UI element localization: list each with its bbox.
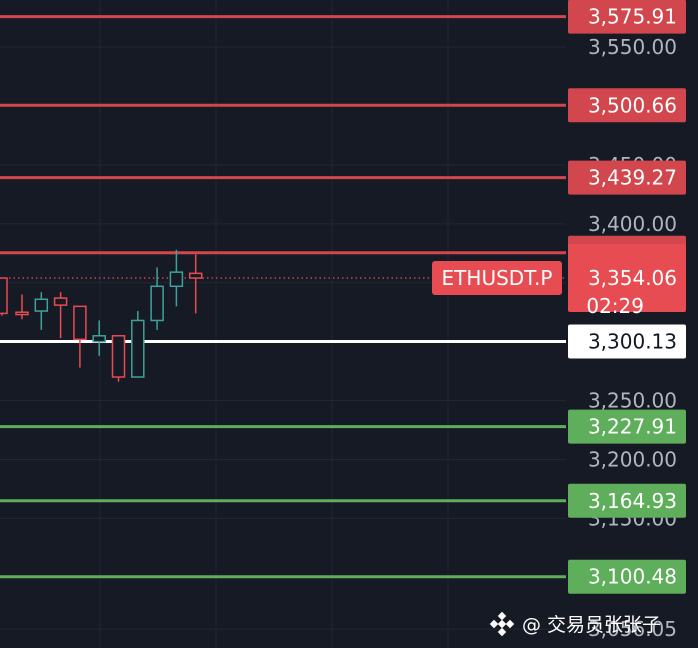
level-tag-label: 3,164.93 <box>588 489 677 513</box>
countdown-label: 02:29 <box>586 294 644 318</box>
watermark-text: @ 交易员张张子 <box>522 614 661 636</box>
price-tick-label: 3,200.00 <box>588 447 677 471</box>
candle <box>92 320 106 356</box>
logo-diamond <box>497 611 507 621</box>
candle <box>150 267 164 330</box>
candle-body <box>53 297 68 306</box>
candle <box>73 305 87 368</box>
level-tag-box <box>568 0 686 34</box>
logo-diamond <box>497 627 507 637</box>
level-tag-box <box>568 409 686 444</box>
level-tag-box <box>568 324 686 359</box>
candle-body <box>15 311 29 316</box>
candle <box>15 294 29 320</box>
candle-body <box>169 271 184 288</box>
last-price-label: 3,354.06 <box>588 266 677 290</box>
symbol-tag-box <box>432 260 562 295</box>
level-tag-label: 3,439.27 <box>588 166 677 190</box>
level-lines-layer <box>0 15 566 579</box>
candle <box>131 311 145 378</box>
price-tick-label: 3,400.00 <box>588 212 677 236</box>
logo-diamond <box>489 619 499 629</box>
candle <box>53 292 68 339</box>
candle-body <box>188 272 203 279</box>
logo-diamond <box>497 619 507 629</box>
watermark: @ 交易员张张子 <box>489 611 661 637</box>
level-tag-box <box>568 88 686 123</box>
candle-body <box>131 319 145 378</box>
candle <box>0 277 8 316</box>
level-tag-box <box>568 483 686 518</box>
candles-layer <box>0 249 203 382</box>
level-tag-label: 3,500.66 <box>588 93 677 117</box>
level-tag-box <box>568 160 686 195</box>
level-tag-label: 3,100.48 <box>588 565 677 589</box>
level-tag-box <box>568 559 686 594</box>
symbol-tag: ETHUSDT.P <box>432 260 562 295</box>
price-tags-layer: 3,575.913,500.663,439.273,375.493,300.13… <box>568 0 686 594</box>
candle-body <box>92 335 106 343</box>
level-tag-label: 3,575.91 <box>588 5 677 29</box>
candle-body <box>0 277 8 315</box>
candle <box>188 254 203 314</box>
last-price-tag-box <box>568 243 686 312</box>
candle <box>34 292 49 330</box>
logo-diamond <box>505 619 515 629</box>
level-tag-label: 3,227.91 <box>588 415 677 439</box>
candle-body <box>73 305 87 341</box>
candle-body <box>150 285 164 322</box>
price-tick-label: 3,056.05 <box>588 617 677 641</box>
symbol-label: ETHUSDT.P <box>442 266 553 290</box>
candle-body <box>111 335 126 378</box>
candle <box>169 249 184 307</box>
price-tick-label: 3,550.00 <box>588 35 677 59</box>
binance-logo-icon <box>489 611 515 637</box>
price-tick-label: 3,250.00 <box>588 389 677 413</box>
candle <box>111 335 126 382</box>
candle-body <box>34 298 49 312</box>
level-tag-label: 3,300.13 <box>588 330 677 354</box>
